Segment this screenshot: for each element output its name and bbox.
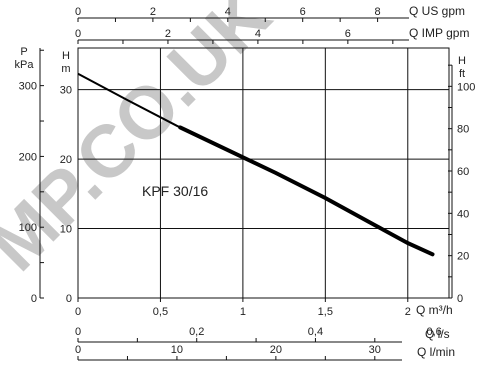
chart-grid (77, 47, 450, 299)
axis-q-impgpm-tick-label: 6 (345, 28, 351, 40)
axis-q-usgpm-tick-label: 4 (225, 6, 231, 18)
axis-q-usgpm-tick-label: 2 (150, 6, 156, 18)
axis-q-usgpm-tick-label: 8 (375, 6, 381, 18)
tick-label-p: 100 (19, 222, 37, 234)
axis-label-q-m3h: Q m³/h (416, 303, 453, 317)
chart-labels: 0 0,5 1 1,5 2 Q m³/h0 0,2 0,4 0,6Q l/s0 10 20 30 Q l… (15, 4, 476, 359)
axis-q-usgpm-tick-label: 0 (75, 6, 81, 18)
plot-frame (77, 47, 450, 299)
tick-label-ft: 60 (457, 166, 469, 178)
axis-q-lmin-tick-label: 10 (171, 344, 183, 356)
tick-label-h-m: 0 (66, 293, 72, 305)
axis-q-ls-tick-label: 0 (75, 326, 81, 338)
axis-label-h-unit: m (61, 63, 70, 75)
axis-label-p: P (20, 46, 27, 58)
tick-label-q-m3h: 1 (240, 306, 246, 318)
axis-q-ls-tick-label: 0,6 (427, 326, 442, 338)
tick-label-ft: 100 (457, 81, 475, 93)
tick-label-p: 0 (31, 293, 37, 305)
tick-label-h-m: 10 (60, 224, 72, 236)
tick-label-q-m3h: 0,5 (153, 306, 168, 318)
tick-label-h-m: 30 (60, 85, 72, 97)
tick-label-q-m3h: 1,5 (318, 306, 333, 318)
tick-label-ft: 20 (457, 251, 469, 263)
tick-label-ft: 0 (457, 293, 463, 305)
axis-q-ls-label: Q l/s (425, 327, 450, 341)
axis-q-lmin-tick-label: 0 (75, 344, 81, 356)
series-label: KPF 30/16 (142, 183, 208, 199)
axis-label-h-ft: H (458, 55, 466, 67)
curve-group (77, 72, 435, 257)
axis-q-lmin-tick-label: 20 (270, 344, 282, 356)
axis-q-impgpm-tick-label: 2 (165, 28, 171, 40)
axis-label-h: H (62, 50, 70, 62)
axis-label-p-unit: kPa (15, 59, 35, 71)
tick-label-p: 200 (19, 151, 37, 163)
axis-q-usgpm-tick-label: 6 (300, 6, 306, 18)
tick-label-h-m: 20 (60, 154, 72, 166)
axis-q-ls-tick-label: 0,2 (189, 326, 204, 338)
tick-label-ft: 40 (457, 208, 469, 220)
chart-axes (39, 17, 453, 361)
axis-q-impgpm-label: Q IMP gpm (409, 26, 469, 40)
axis-q-lmin-tick-label: 30 (369, 344, 381, 356)
tick-label-q-m3h: 0 (75, 306, 81, 318)
axis-q-impgpm-tick-label: 0 (75, 28, 81, 40)
axis-q-lmin-label: Q l/min (417, 345, 455, 359)
axis-q-ls-tick-label: 0,4 (308, 326, 323, 338)
axis-q-usgpm-label: Q US gpm (409, 4, 465, 18)
tick-label-p: 300 (19, 81, 37, 93)
axis-label-h-ft-unit: ft (459, 68, 465, 80)
curve-line-bold (178, 125, 435, 257)
tick-label-ft: 80 (457, 124, 469, 136)
tick-label-q-m3h: 2 (405, 306, 411, 318)
axis-q-impgpm-tick-label: 4 (255, 28, 261, 40)
